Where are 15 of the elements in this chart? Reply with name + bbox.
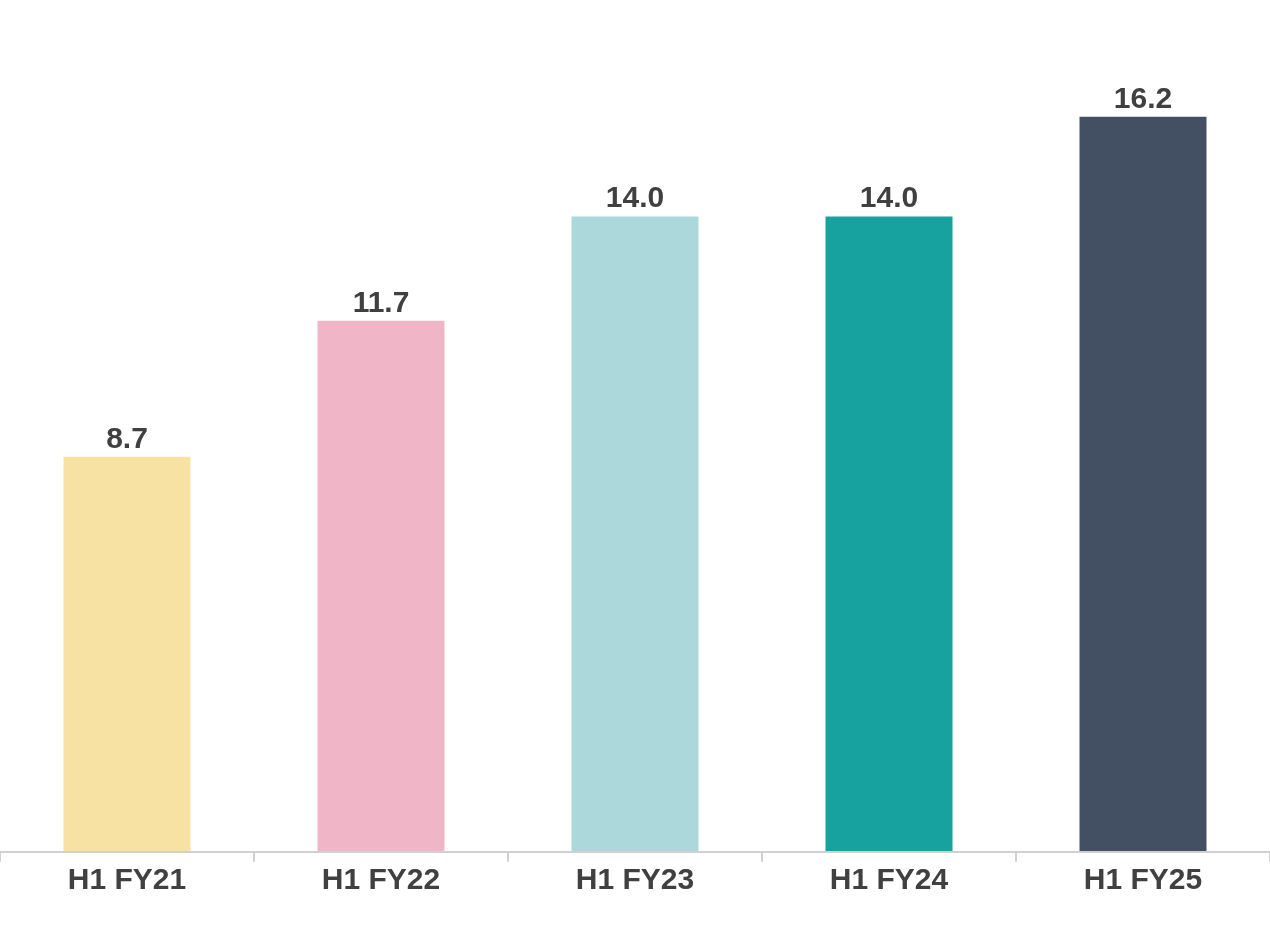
x-tick-label: H1 FY25	[1083, 862, 1203, 895]
data-label: 14.0	[859, 180, 919, 214]
x-tick-label: H1 FY23	[575, 862, 695, 895]
bar	[63, 456, 191, 851]
data-label: 8.7	[106, 420, 148, 454]
x-tick-label: H1 FY21	[67, 862, 187, 895]
data-label: 16.2	[1113, 80, 1173, 114]
data-label: 14.0	[605, 180, 665, 214]
x-tick-label: H1 FY24	[829, 862, 949, 895]
bar	[317, 320, 445, 851]
data-label: 11.7	[352, 284, 410, 318]
bar	[571, 216, 699, 851]
bar	[1079, 116, 1207, 851]
bar	[825, 216, 953, 851]
x-tick-label: H1 FY22	[321, 862, 441, 895]
